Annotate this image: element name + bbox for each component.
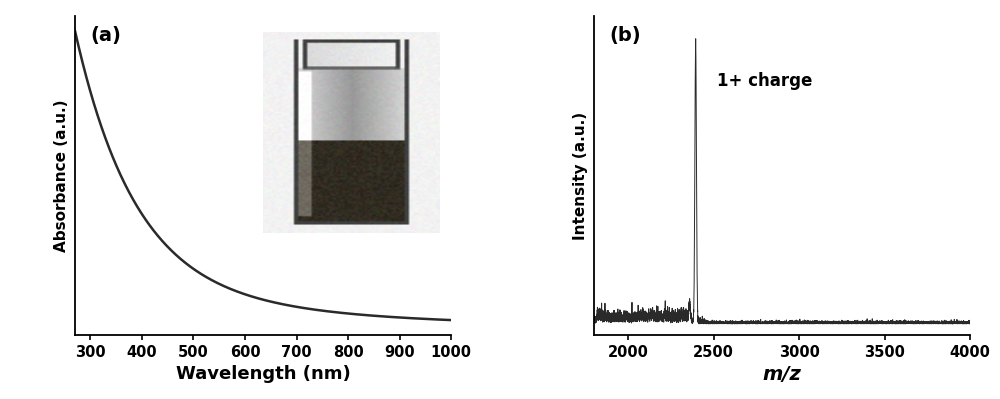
Text: 1+ charge: 1+ charge (717, 72, 812, 90)
X-axis label: Wavelength (nm): Wavelength (nm) (176, 365, 350, 383)
Y-axis label: Absorbance (a.u.): Absorbance (a.u.) (54, 99, 69, 252)
Text: (a): (a) (90, 26, 121, 45)
Text: (b): (b) (609, 26, 641, 45)
Y-axis label: Intensity (a.u.): Intensity (a.u.) (573, 111, 588, 240)
X-axis label: m/z: m/z (763, 365, 801, 385)
